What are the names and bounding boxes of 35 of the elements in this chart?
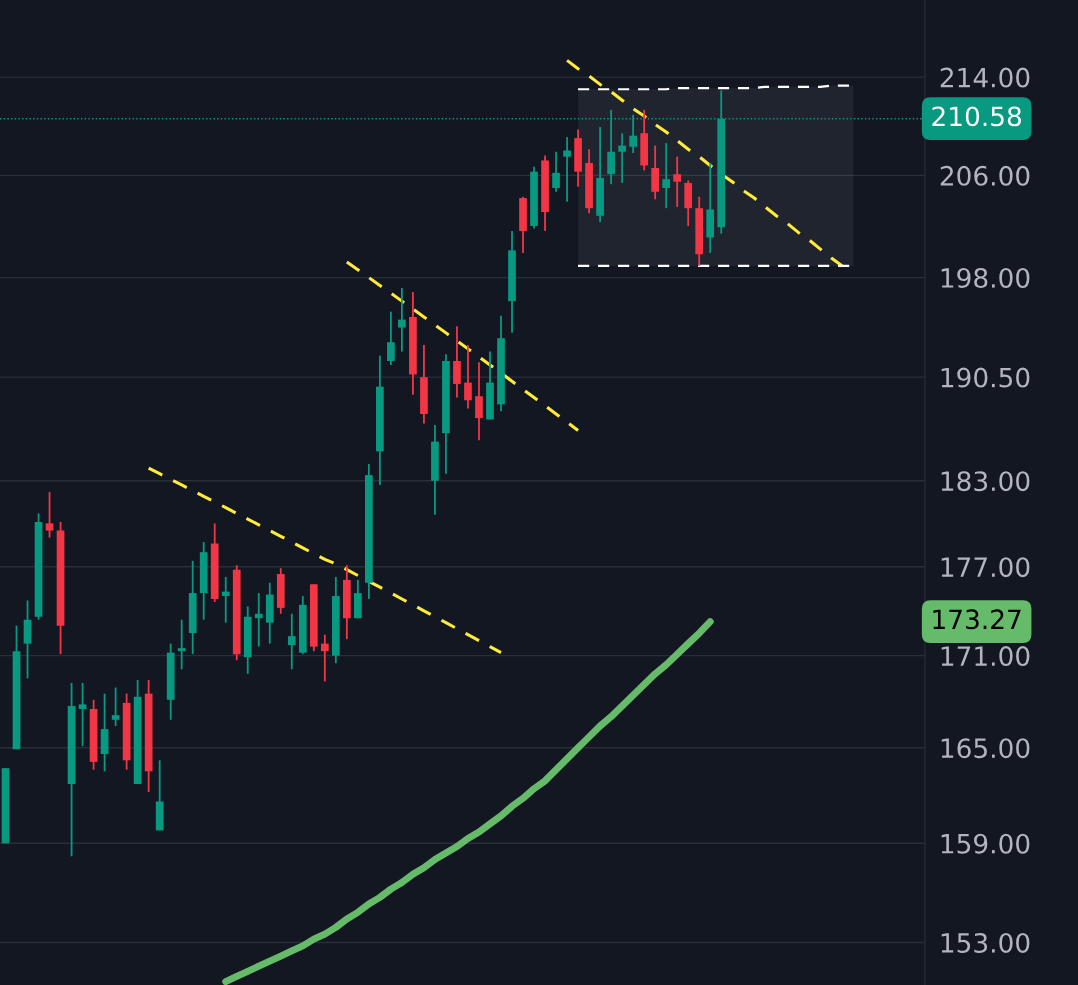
y-tick-label: 198.00 — [941, 268, 1030, 288]
candlestick — [387, 310, 395, 366]
candlestick — [78, 682, 87, 748]
candlestick — [287, 612, 296, 671]
text: 173.27 — [933, 609, 1021, 630]
y-tick-label: 153.00 — [941, 932, 1030, 953]
y-tick-label: 165.00 — [941, 738, 1030, 759]
y-tick-label: 183.00 — [941, 471, 1030, 492]
candlestick — [662, 142, 671, 210]
candlestick — [552, 150, 560, 193]
y-tick-label: 206.00 — [940, 165, 1030, 186]
candlestick — [475, 361, 483, 442]
y-tick-label: 159.00 — [941, 833, 1030, 854]
candlestick — [563, 136, 571, 203]
candlestick — [398, 287, 406, 353]
candlestick — [464, 343, 472, 410]
ref-line-label: 210.58 — [932, 106, 1021, 127]
line-series — [345, 260, 580, 433]
candlestick — [45, 491, 54, 539]
candlestick — [177, 618, 186, 671]
candlestick — [651, 144, 660, 201]
y-tick-label: 171.00 — [941, 646, 1030, 667]
candlestick — [254, 592, 263, 648]
line-series — [147, 466, 503, 655]
candlestick — [111, 686, 120, 727]
candlestick — [320, 633, 329, 683]
candlestick — [618, 132, 626, 184]
candlestick — [23, 599, 32, 680]
candlestick — [221, 576, 230, 624]
y-tick-label: 190.50 — [941, 367, 1030, 388]
y-tick-label: 177.00 — [941, 557, 1030, 578]
line-series — [565, 58, 844, 268]
candlestick — [673, 155, 682, 208]
y-tick-label: 214.00 — [940, 67, 1030, 88]
candlestick — [453, 325, 461, 399]
